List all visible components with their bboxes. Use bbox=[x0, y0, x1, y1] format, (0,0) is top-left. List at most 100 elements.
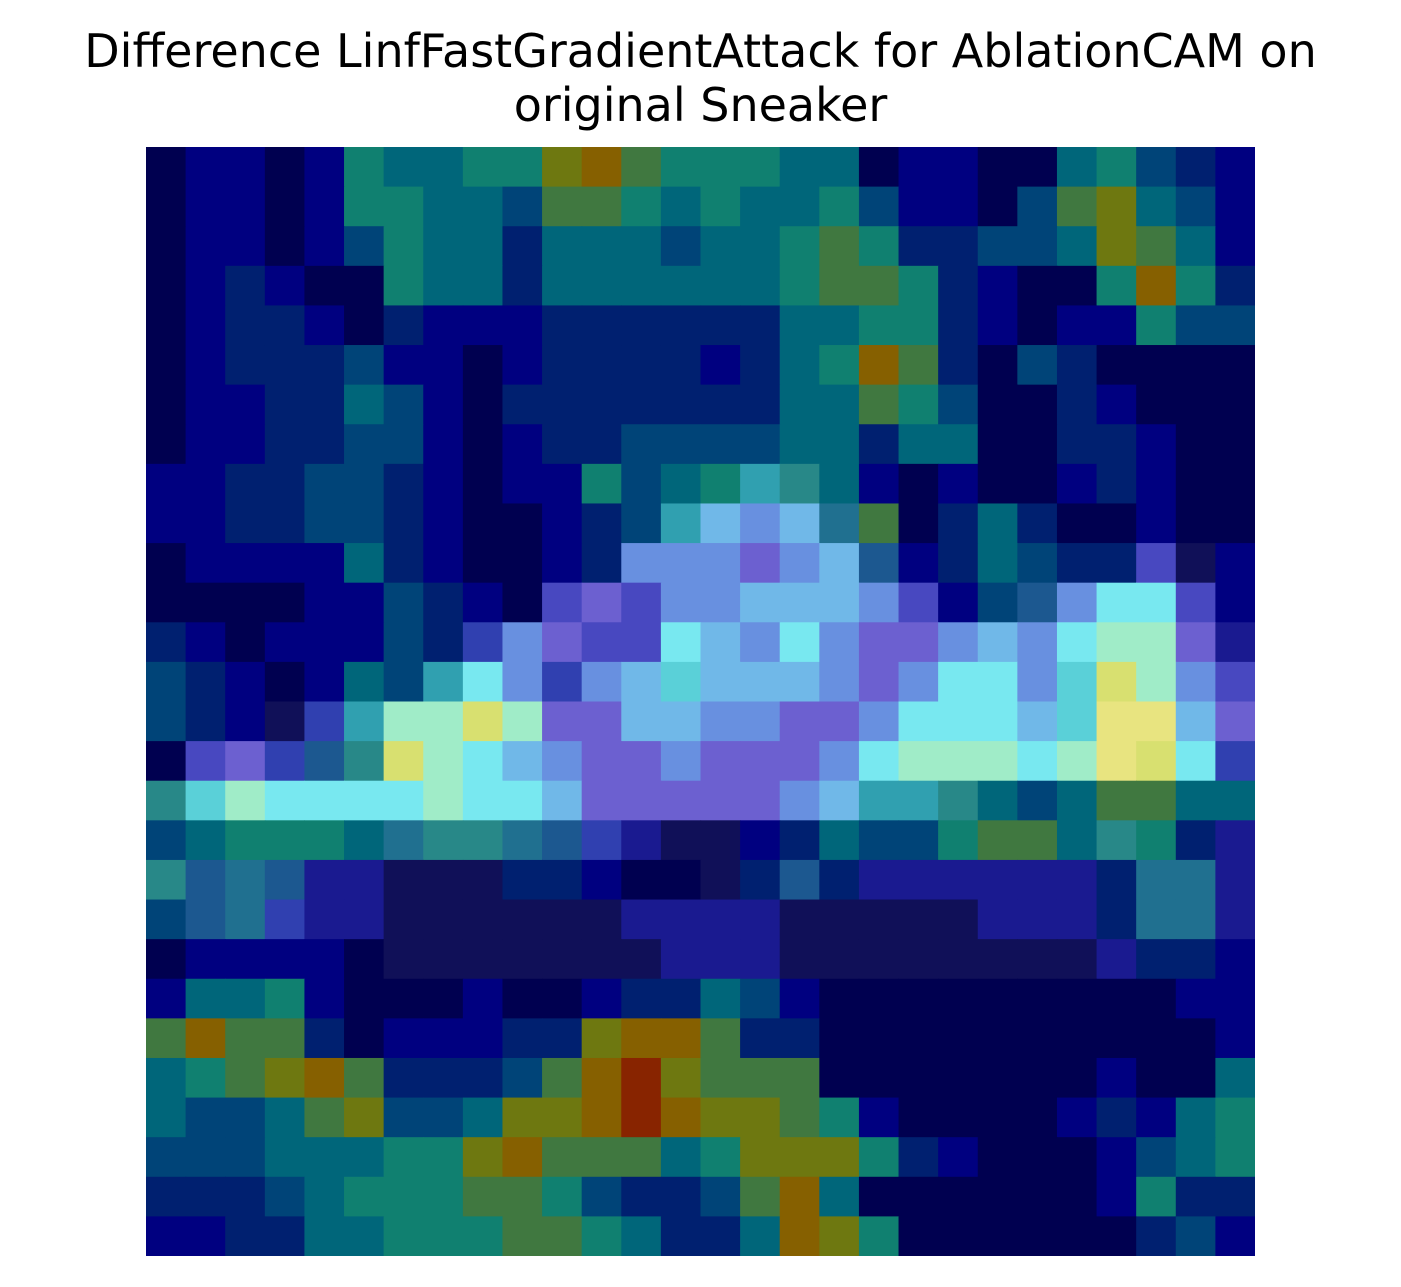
heatmap-cell bbox=[660, 1057, 702, 1099]
heatmap-cell bbox=[700, 859, 741, 901]
heatmap-cell bbox=[146, 543, 187, 584]
heatmap-cell bbox=[1056, 1057, 1098, 1099]
heatmap-cell bbox=[660, 661, 702, 703]
heatmap-cell bbox=[581, 384, 622, 425]
heatmap-cell bbox=[1017, 1216, 1058, 1256]
heatmap-cell bbox=[581, 582, 622, 623]
heatmap-cell bbox=[304, 1057, 345, 1099]
heatmap-cell bbox=[700, 186, 741, 227]
heatmap-cell bbox=[898, 424, 939, 465]
heatmap-cell bbox=[423, 701, 464, 742]
heatmap-cell bbox=[898, 186, 939, 227]
heatmap-cell bbox=[977, 1057, 1018, 1099]
heatmap-cell bbox=[185, 1137, 226, 1178]
heatmap-cell bbox=[740, 147, 781, 188]
heatmap-cell bbox=[383, 1057, 424, 1099]
heatmap-cell bbox=[1175, 1057, 1216, 1099]
heatmap-cell bbox=[1136, 741, 1177, 782]
heatmap-cell bbox=[621, 741, 662, 782]
heatmap-cell bbox=[502, 661, 543, 703]
heatmap-cell bbox=[621, 1216, 662, 1256]
heatmap-cell bbox=[977, 780, 1018, 821]
heatmap-cell bbox=[819, 503, 860, 544]
heatmap-cell bbox=[740, 978, 781, 1019]
heatmap-cell bbox=[423, 265, 464, 307]
heatmap-cell bbox=[462, 859, 504, 901]
heatmap-cell bbox=[264, 1216, 306, 1256]
heatmap-cell bbox=[1096, 463, 1137, 505]
heatmap-cell bbox=[1215, 305, 1255, 346]
heatmap-cell bbox=[858, 1137, 900, 1178]
heatmap-cell bbox=[225, 741, 266, 782]
heatmap-cell bbox=[542, 859, 583, 901]
heatmap-cell bbox=[660, 186, 702, 227]
heatmap-cell bbox=[581, 622, 622, 663]
heatmap-cell bbox=[502, 384, 543, 425]
heatmap-cell bbox=[938, 701, 979, 742]
heatmap-cell bbox=[1175, 899, 1216, 940]
heatmap-cell bbox=[700, 305, 741, 346]
heatmap-cell bbox=[344, 701, 385, 742]
heatmap-cell bbox=[1175, 661, 1216, 703]
heatmap-cell bbox=[185, 1057, 226, 1099]
heatmap-cell bbox=[898, 780, 939, 821]
heatmap-cell bbox=[1096, 939, 1137, 980]
heatmap-plot bbox=[146, 147, 1255, 1256]
heatmap-cell bbox=[660, 1176, 702, 1217]
heatmap-cell bbox=[542, 820, 583, 861]
heatmap-cell bbox=[1215, 503, 1255, 544]
heatmap-cell bbox=[660, 424, 702, 465]
heatmap-cell bbox=[1136, 186, 1177, 227]
heatmap-cell bbox=[383, 859, 424, 901]
heatmap-cell bbox=[1175, 859, 1216, 901]
heatmap-cell bbox=[898, 503, 939, 544]
heatmap-cell bbox=[858, 305, 900, 346]
heatmap-cell bbox=[502, 543, 543, 584]
heatmap-cell bbox=[225, 1137, 266, 1178]
heatmap-cell bbox=[344, 582, 385, 623]
heatmap-cell bbox=[898, 147, 939, 188]
heatmap-cell bbox=[977, 1216, 1018, 1256]
heatmap-cell bbox=[1136, 582, 1177, 623]
heatmap-cell bbox=[344, 622, 385, 663]
heatmap-cell bbox=[462, 1216, 504, 1256]
heatmap-cell bbox=[1215, 265, 1255, 307]
heatmap-cell bbox=[700, 661, 741, 703]
heatmap-cell bbox=[1175, 1097, 1216, 1138]
heatmap-cell bbox=[383, 820, 424, 861]
heatmap-cell bbox=[264, 741, 306, 782]
heatmap-cell bbox=[462, 147, 504, 188]
heatmap-cell bbox=[264, 265, 306, 307]
heatmap-cell bbox=[700, 820, 741, 861]
heatmap-cell bbox=[1136, 622, 1177, 663]
heatmap-cell bbox=[264, 820, 306, 861]
heatmap-cell bbox=[977, 859, 1018, 901]
heatmap-cell bbox=[938, 622, 979, 663]
heatmap-cell bbox=[779, 345, 820, 386]
heatmap-cell bbox=[660, 503, 702, 544]
heatmap-cell bbox=[383, 622, 424, 663]
heatmap-cell bbox=[858, 226, 900, 267]
heatmap-cell bbox=[344, 978, 385, 1019]
heatmap-cell bbox=[858, 1057, 900, 1099]
heatmap-cell bbox=[146, 503, 187, 544]
heatmap-cell bbox=[383, 939, 424, 980]
heatmap-cell bbox=[344, 1057, 385, 1099]
heatmap-cell bbox=[700, 582, 741, 623]
heatmap-cell bbox=[1175, 1176, 1216, 1217]
heatmap-cell bbox=[621, 859, 662, 901]
heatmap-cell bbox=[542, 503, 583, 544]
heatmap-cell bbox=[1136, 820, 1177, 861]
heatmap-cell bbox=[304, 147, 345, 188]
heatmap-cell bbox=[858, 1018, 900, 1059]
heatmap-cell bbox=[502, 582, 543, 623]
heatmap-cell bbox=[581, 1097, 622, 1138]
heatmap-cell bbox=[1136, 859, 1177, 901]
heatmap-cell bbox=[1175, 1137, 1216, 1178]
heatmap-cell bbox=[660, 622, 702, 663]
heatmap-cell bbox=[1215, 939, 1255, 980]
heatmap-cell bbox=[1017, 424, 1058, 465]
heatmap-cell bbox=[700, 701, 741, 742]
heatmap-cell bbox=[621, 147, 662, 188]
heatmap-cell bbox=[304, 1018, 345, 1059]
